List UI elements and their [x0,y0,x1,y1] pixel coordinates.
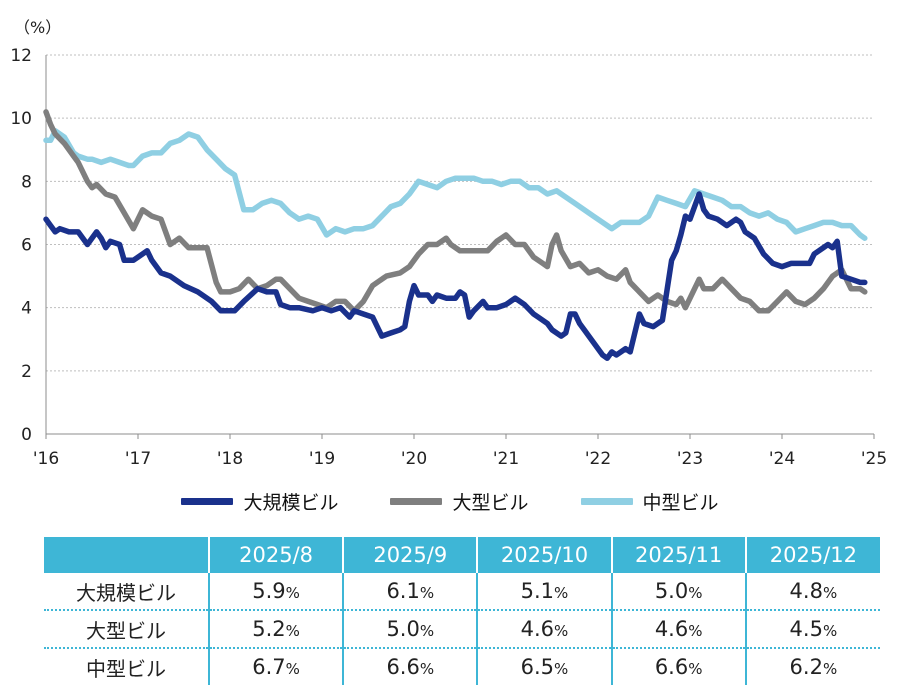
table-cell: 5.2% [209,610,345,649]
table-cell: 6.6% [611,648,747,685]
table-cell: 4.6% [611,610,747,649]
x-tick-label: '20 [401,449,427,469]
vacancy-rate-line-chart: 0 2 4 6 8 10 12 '16 '17 '18 '19 '20 '21 '22 '23 '24 '25… [10,18,887,469]
x-tick-label: '18 [217,449,243,469]
legend-swatch-large [390,497,443,505]
x-tick-label: '19 [309,449,335,469]
series-line-2 [43,128,868,241]
y-tick-label: 12 [10,46,32,66]
y-tick-label: 10 [10,109,32,129]
x-tick-label: '21 [493,449,519,469]
table-header-month: 2025/12 [745,537,880,573]
vacancy-rate-table: 2025/8 2025/9 2025/10 2025/11 2025/12 大規… [44,537,880,685]
legend-label-large-scale: 大規模ビル [243,491,339,514]
table-cell: 5.9% [209,573,345,611]
table-row: 大規模ビル 5.9% 6.1% 5.1% 5.0% 4.8% [44,573,880,611]
legend-swatch-large-scale [181,497,234,505]
table-header-corner [44,537,210,573]
legend-swatch-medium [580,497,633,505]
chart-series-lines [43,109,868,361]
legend-item-large: 大型ビル [390,488,529,515]
table-cell: 6.2% [789,655,838,679]
table-cell: 6.7% [209,648,345,685]
y-tick-label: 8 [21,172,32,192]
series-line-0 [43,191,868,361]
y-tick-label: 2 [21,362,32,382]
series-line-1 [43,109,868,314]
table-cell: 6.6% [343,648,479,685]
y-tick-label: 6 [21,236,32,256]
x-tick-label: '22 [585,449,611,469]
y-axis-tick-labels: 0 2 4 6 8 10 12 [10,46,32,445]
table-header-month: 2025/9 [343,537,479,573]
legend-label-large: 大型ビル [452,491,529,514]
table-row-label: 大規模ビル [44,573,210,611]
table-cell: 5.0% [611,573,747,611]
chart-legend: 大規模ビル 大型ビル 中型ビル [0,484,900,518]
legend-item-large-scale: 大規模ビル [181,488,338,515]
table-row: 大型ビル 5.2% 5.0% 4.6% 4.6% 4.5% [44,610,880,649]
table-row-label: 中型ビル [44,648,210,685]
x-tick-label: '23 [677,449,703,469]
x-axis-tick-labels: '16 '17 '18 '19 '20 '21 '22 '23 '24 '25 [33,449,887,469]
table-header-month: 2025/8 [209,537,345,573]
table-cell: 4.5% [745,610,880,649]
table-cell: 5.1% [477,573,613,611]
x-tick-label: '25 [861,449,887,469]
table-cell: 6.1% [343,573,479,611]
y-axis-unit-label: （%） [14,18,61,37]
table-row: 中型ビル 6.7% 6.6% 6.5% 6.6% 6.2% [44,648,880,685]
table-cell: 4.6% [477,610,613,649]
y-tick-label: 4 [21,299,32,319]
table-cell: 4.8% [745,573,880,611]
table-row-label: 大型ビル [44,610,210,649]
legend-item-medium: 中型ビル [580,488,719,515]
table-header-row: 2025/8 2025/9 2025/10 2025/11 2025/12 [44,537,880,573]
x-tick-label: '16 [33,449,59,469]
table-cell: 6.5% [477,648,613,685]
table-header-month: 2025/10 [477,537,613,573]
table-header-month: 2025/11 [611,537,747,573]
x-tick-label: '24 [769,449,795,469]
y-tick-label: 0 [21,425,32,445]
x-tick-label: '17 [125,449,151,469]
legend-label-medium: 中型ビル [642,491,719,514]
table-cell: 5.0% [343,610,479,649]
